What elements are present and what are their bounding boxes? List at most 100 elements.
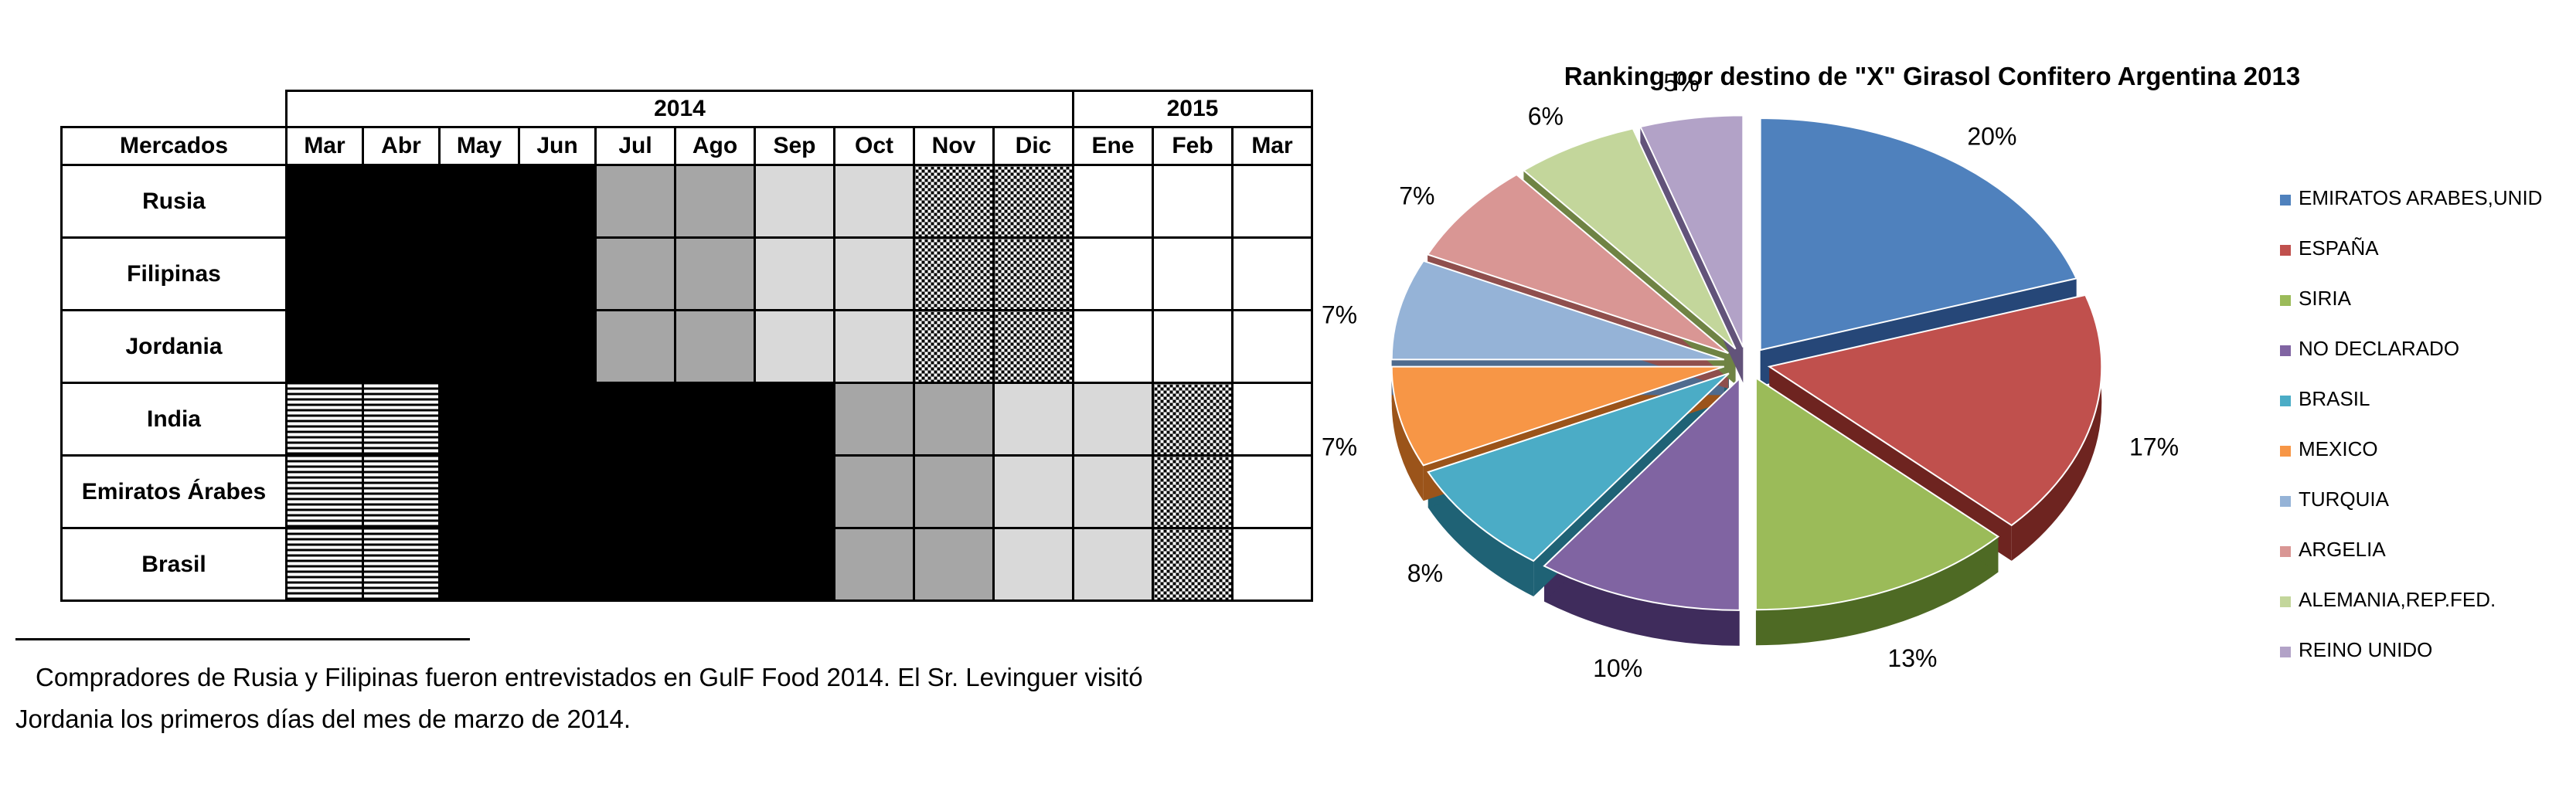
calendar-cell-black [594,382,676,457]
calendar-cell-dgray [833,527,915,602]
legend-swatch [2280,195,2291,205]
month-header: Abr [362,126,441,166]
slice-percent-label: 17% [2129,433,2179,460]
calendar-cell-lgray [1072,454,1154,529]
legend-swatch [2280,596,2291,607]
calendar-cell-checker [992,236,1074,311]
slice-percent-label: 7% [1399,182,1434,209]
calendar-cell-lgray [754,164,835,239]
table-row: Emiratos Árabes [60,454,1313,529]
pie-slice-1 [1767,294,2103,527]
calendar-cell-checker [913,164,995,239]
pie-slice-side [1543,566,1740,646]
slice-percent-label: 7% [1322,301,1357,329]
pie-slice-7 [1426,173,1729,355]
legend-swatch [2280,647,2291,657]
month-header: Nov [913,126,995,166]
calendar-cell-dgray [913,527,995,602]
calendar-cell-black [285,164,364,239]
legend-swatch [2280,396,2291,406]
market-name: Emiratos Árabes [60,454,288,529]
legend-label: ARGELIA [2299,538,2386,561]
pie-slice-5 [1390,365,1725,467]
chart-legend: EMIRATOS ARABES,UNID ESPAÑA SIRIA NO DECLAR… [2280,186,2542,661]
market-name: India [60,382,288,457]
legend-label: NO DECLARADO [2299,337,2459,360]
legend-swatch [2280,496,2291,507]
calendar-cell-black [362,164,441,239]
legend-swatch [2280,245,2291,256]
calendar-cell-lgray [992,454,1074,529]
calendar-cell-checker [1152,382,1234,457]
calendar-cell-none [1231,527,1313,602]
month-header: Dic [992,126,1074,166]
calendar-cell-checker [913,309,995,384]
calendar-cell-black [518,454,597,529]
legend-swatch [2280,446,2291,457]
calendar-cell-checker [992,164,1074,239]
calendar-cell-dgray [674,236,756,311]
calendar-cell-none [1152,236,1234,311]
table-row: Jordania [60,309,1313,384]
calendar-cell-black [438,454,520,529]
pie-slice-3 [1543,376,1741,611]
calendar-cell-lines [285,382,364,457]
calendar-cell-dgray [594,309,676,384]
calendar-cell-checker [1152,527,1234,602]
calendar-cell-black [518,382,597,457]
calendar-cell-none [1231,382,1313,457]
calendar-cell-dgray [594,164,676,239]
calendar-cell-dgray [913,454,995,529]
slice-percent-label: 5% [1663,69,1699,97]
calendar-cell-none [1231,236,1313,311]
footnote: Compradores de Rusia y Filipinas fueron … [15,657,1268,740]
slice-percent-label: 6% [1528,102,1564,130]
calendar-cell-black [754,527,835,602]
calendar-cell-black [438,236,520,311]
calendar-cell-lgray [992,527,1074,602]
pie-slice-0 [1759,117,2078,352]
month-header: Mar [285,126,364,166]
calendar-cell-black [518,164,597,239]
year-header-2015: 2015 [1072,90,1313,128]
month-header: Ago [674,126,756,166]
calendar-cell-lgray [833,309,915,384]
calendar-cell-dgray [674,164,756,239]
year-header-row: 2014 2015 [61,90,1313,128]
legend-label: SIRIA [2299,287,2352,310]
legend-swatch [2280,546,2291,557]
slice-percent-label: 10% [1593,654,1642,682]
legend-label: EMIRATOS ARABES,UNID [2299,186,2542,209]
legend-label: REINO UNIDO [2299,638,2432,661]
calendar-cell-checker [992,309,1074,384]
table-row: Brasil [60,527,1313,602]
calendar-cell-black [362,309,441,384]
table-row: India [60,382,1313,457]
pie-percent-labels: 20% 17% 13% 10% 8% 7% 7% 7% 6% 5% [1322,69,2179,682]
legend-label: TURQUIA [2299,487,2390,511]
market-name: Jordania [60,309,288,384]
calendar-cell-black [674,527,756,602]
market-name: Filipinas [60,236,288,311]
calendar-cell-black [518,309,597,384]
calendar-cell-checker [1152,454,1234,529]
calendar-cell-black [674,382,756,457]
pie-slice-tops [1390,114,2103,611]
calendar-cell-black [362,236,441,311]
calendar-cell-lgray [992,382,1074,457]
pie-slice-side [1391,366,1424,501]
market-name: Rusia [60,164,288,239]
calendar-cell-dgray [674,309,756,384]
legend-label: ESPAÑA [2299,236,2379,260]
calendar-cell-black [674,454,756,529]
calendar-cell-none [1152,309,1234,384]
pie-slice-9 [1639,114,1744,348]
calendar-cell-black [594,527,676,602]
calendar-cell-none [1231,454,1313,529]
month-header: Sep [754,126,835,166]
calendar-cell-black [438,527,520,602]
legend-swatch [2280,345,2291,356]
calendar-cell-lgray [754,236,835,311]
calendar-cell-black [518,236,597,311]
calendar-cell-none [1231,164,1313,239]
